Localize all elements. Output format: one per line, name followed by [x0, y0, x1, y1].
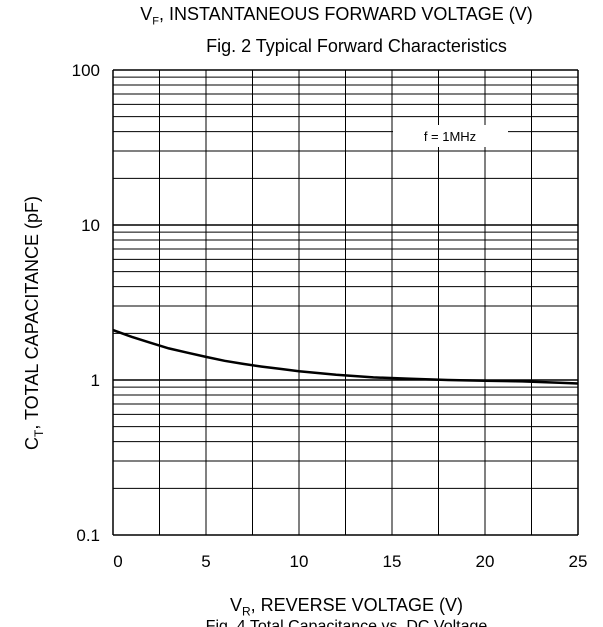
y-tick-label: 0.1	[76, 526, 100, 545]
previous-figure-title: Fig. 2 Typical Forward Characteristics	[206, 36, 507, 56]
svg-text:CT, TOTAL CAPACITANCE (pF): CT, TOTAL CAPACITANCE (pF)	[22, 196, 46, 450]
chart-grid	[112, 69, 579, 536]
series-line	[112, 328, 579, 385]
ylabel-sub: T	[32, 429, 46, 437]
y-tick-label: 1	[91, 371, 100, 390]
previous-figure-axis-label: VF, INSTANTANEOUS FORWARD VOLTAGE (V)	[70, 4, 603, 32]
y-tick-label: 100	[72, 61, 100, 80]
xlabel-main: V	[229, 595, 242, 615]
xlabel-rest: , REVERSE VOLTAGE (V)	[250, 595, 464, 615]
prev-xlabel-rest: , INSTANTANEOUS FORWARD VOLTAGE (V)	[159, 4, 533, 24]
annotation-text: f = 1MHz	[424, 129, 476, 144]
x-tick-label: 0	[113, 552, 122, 571]
y-axis-label: CT, TOTAL CAPACITANCE (pF)	[22, 196, 46, 450]
x-tick-label: 10	[290, 552, 309, 571]
xlabel-sub: R	[241, 604, 251, 619]
prev-xlabel-main: V	[140, 4, 153, 24]
x-tick-label: 25	[569, 552, 588, 571]
x-axis-label: VR, REVERSE VOLTAGE (V)	[90, 595, 603, 619]
x-tick-label: 15	[383, 552, 402, 571]
x-tick-label: 5	[201, 552, 210, 571]
chart-caption: Fig. 4 Total Capacitance vs. DC Voltage	[205, 618, 488, 627]
ylabel-main: C	[22, 437, 42, 450]
x-tick-label: 20	[476, 552, 495, 571]
ylabel-rest: , TOTAL CAPACITANCE (pF)	[22, 196, 42, 430]
annotation-box: f = 1MHz	[393, 125, 508, 147]
chart-tick-labels: 0 5 10 15 20 25 0.1 1 10 100	[72, 61, 588, 571]
prev-xlabel-sub: F	[152, 15, 160, 28]
y-tick-label: 10	[81, 216, 100, 235]
